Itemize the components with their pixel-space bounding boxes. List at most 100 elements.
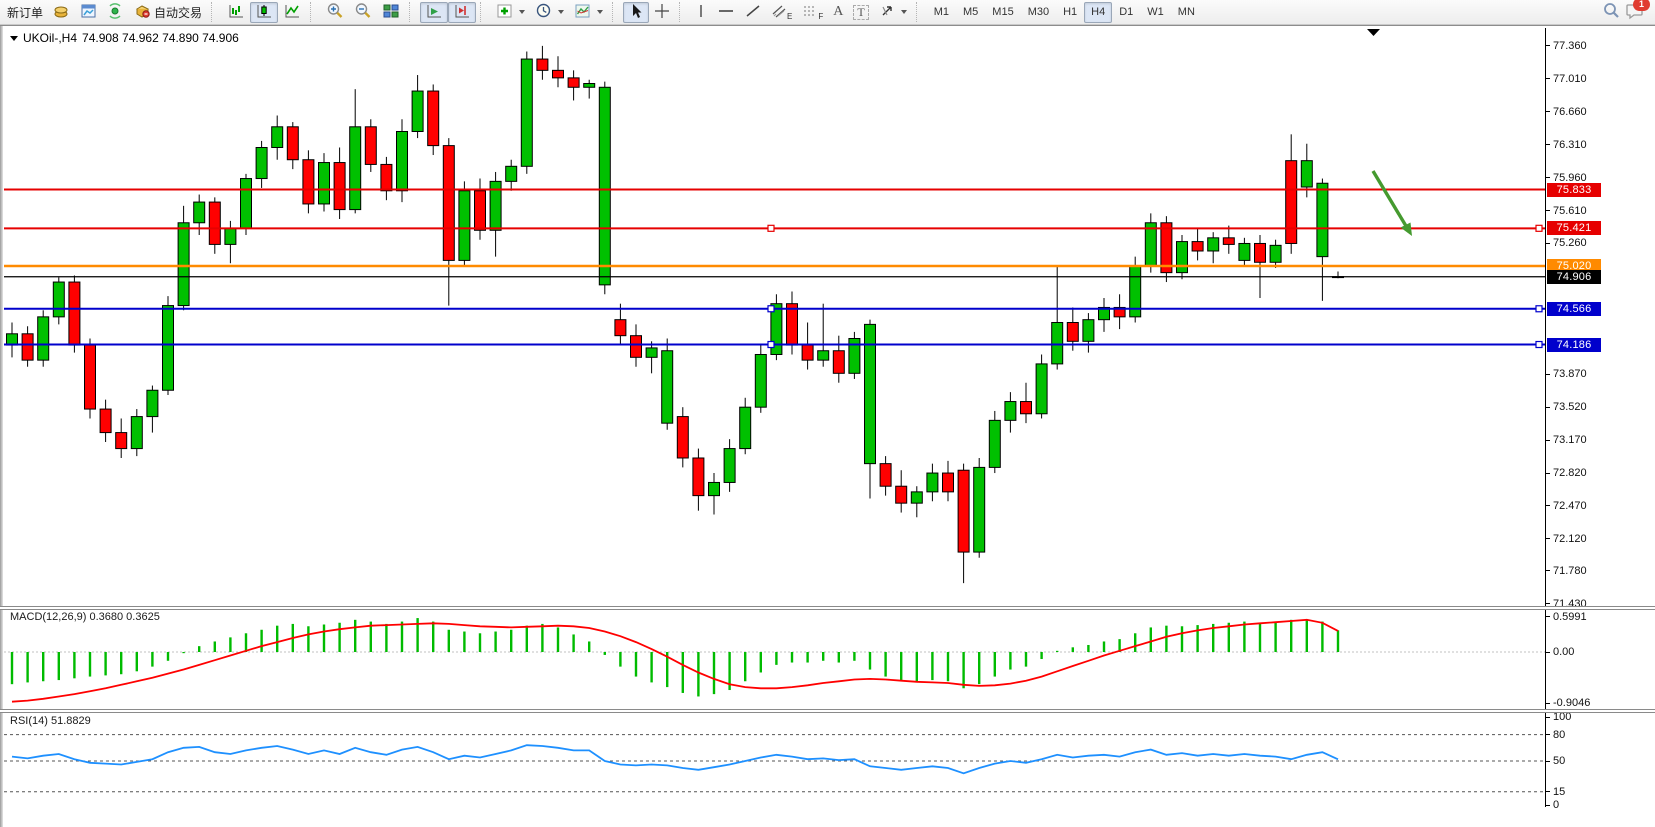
candle-body	[739, 406, 752, 450]
chart-dropdown-icon[interactable]	[10, 35, 18, 41]
price-level-badge: 74.566	[1547, 301, 1601, 316]
zoom-out-icon	[354, 2, 372, 22]
candle-body	[193, 201, 206, 224]
price-tick: 72.820	[1546, 467, 1587, 479]
level-line-handle[interactable]	[767, 224, 775, 232]
candlestick-chart-icon	[255, 3, 273, 22]
text-label-tool-button[interactable]: T	[848, 2, 873, 23]
chart-shift-button[interactable]	[448, 1, 477, 23]
line-chart-button[interactable]	[278, 2, 306, 23]
cursor-button[interactable]	[623, 1, 650, 23]
pane-separator[interactable]	[0, 606, 1655, 610]
auto-scroll-icon	[425, 3, 443, 22]
chart-symbol-period: UKOil-,H4	[23, 31, 78, 45]
rsi-pane[interactable]	[4, 713, 1545, 807]
timeframe-D1-button[interactable]: D1	[1112, 2, 1140, 23]
candle-body	[505, 165, 518, 182]
candle-body	[630, 335, 642, 358]
dropdown-caret	[597, 10, 604, 14]
price-tick: 72.470	[1546, 500, 1587, 512]
channel-tool-button[interactable]: E	[766, 2, 797, 23]
macd-signal-line	[11, 618, 1339, 703]
candle-body	[754, 353, 767, 408]
candlestick-chart-button[interactable]	[250, 1, 279, 23]
auto-trading-button[interactable]: 自动交易	[129, 2, 207, 23]
price-chart-pane[interactable]	[4, 28, 1545, 606]
candle-body	[208, 201, 221, 245]
arrows-tool-button[interactable]	[874, 2, 912, 23]
zoom-out-button[interactable]	[349, 2, 377, 23]
timeframe-H1-button[interactable]: H1	[1056, 2, 1084, 23]
search-button[interactable]	[1597, 2, 1625, 23]
navigator-button[interactable]	[102, 2, 129, 23]
candle-body	[442, 145, 455, 261]
timeframe-MN-button[interactable]: MN	[1171, 2, 1202, 23]
level-line-handle[interactable]	[1535, 224, 1543, 232]
candle-body	[832, 350, 845, 374]
level-line-handle[interactable]	[1535, 305, 1543, 313]
horizontal-line-icon	[717, 3, 735, 22]
timeframe-M1-button[interactable]: M1	[927, 2, 956, 23]
chart-shift-marker[interactable]	[1367, 29, 1380, 36]
trendline-tool-button[interactable]	[740, 2, 766, 23]
template-button[interactable]	[569, 2, 608, 23]
candle-body	[1098, 306, 1110, 321]
sell-arrow-annotation[interactable]	[1371, 170, 1408, 227]
market-watch-button[interactable]	[48, 2, 75, 23]
pane-separator[interactable]	[0, 709, 1655, 713]
candle-body	[895, 485, 908, 504]
vertical-line-tool-button[interactable]	[690, 2, 712, 23]
macd-tick: 0.5991	[1546, 611, 1587, 623]
auto-scroll-button[interactable]	[420, 1, 449, 23]
navigator-icon	[107, 2, 124, 22]
price-tick: 73.870	[1546, 368, 1587, 380]
macd-axis[interactable]: 0.5991 0.00 -0.9046	[1545, 610, 1653, 710]
crosshair-button[interactable]	[649, 2, 675, 23]
rsi-tick: 80	[1546, 729, 1565, 741]
zoom-in-icon	[326, 2, 344, 22]
zoom-in-button[interactable]	[321, 2, 349, 23]
macd-pane[interactable]	[4, 610, 1545, 710]
price-tick: 71.780	[1546, 565, 1587, 577]
rsi-tick: 50	[1546, 755, 1565, 767]
candle-body	[614, 319, 627, 337]
text-tool-button[interactable]: A	[828, 2, 848, 23]
candlestick-series	[6, 45, 1344, 584]
tile-windows-button[interactable]	[377, 2, 405, 23]
bar-chart-button[interactable]	[222, 2, 250, 23]
window-left-edge	[0, 26, 3, 827]
candle-body	[411, 90, 424, 132]
candle-body	[567, 77, 580, 88]
new-order-button[interactable]: 新订单	[2, 2, 48, 23]
timeframe-M15-button[interactable]: M15	[985, 2, 1020, 23]
candle-body	[583, 83, 596, 88]
price-tick: 77.360	[1546, 40, 1587, 52]
candle-body	[1316, 182, 1329, 258]
notifications-button[interactable]: 1	[1625, 0, 1650, 23]
trendline-icon	[745, 3, 761, 22]
timeframe-H4-button[interactable]: H4	[1084, 1, 1113, 23]
horizontal-line-tool-button[interactable]	[712, 2, 740, 23]
candle-body	[68, 281, 81, 346]
candle-body	[255, 146, 268, 180]
candle-body	[723, 448, 736, 483]
data-window-button[interactable]	[75, 2, 102, 23]
cursor-icon	[628, 3, 644, 22]
level-line-handle[interactable]	[767, 340, 775, 349]
candle-body	[598, 86, 611, 286]
indicators-button[interactable]	[491, 2, 530, 23]
candle-body	[910, 491, 923, 504]
rsi-axis[interactable]: 100 80 50 15 0	[1545, 711, 1653, 811]
chart-ohlc-values: 74.908 74.962 74.890 74.906	[82, 31, 239, 45]
price-axis[interactable]: 77.360 77.010 76.660 76.310 75.960 75.610 75.2…	[1545, 28, 1653, 610]
timeframe-M30-button[interactable]: M30	[1021, 2, 1056, 23]
level-line-handle[interactable]	[1535, 340, 1543, 349]
period-button[interactable]	[530, 2, 569, 23]
dropdown-caret	[900, 10, 907, 14]
level-line-handle[interactable]	[767, 305, 775, 313]
candle-body	[146, 389, 159, 418]
chart-title[interactable]: UKOil-,H4 74.908 74.962 74.890 74.906	[10, 31, 239, 45]
fibonacci-tool-button[interactable]: F	[797, 2, 828, 23]
timeframe-W1-button[interactable]: W1	[1140, 2, 1171, 23]
timeframe-M5-button[interactable]: M5	[956, 2, 985, 23]
